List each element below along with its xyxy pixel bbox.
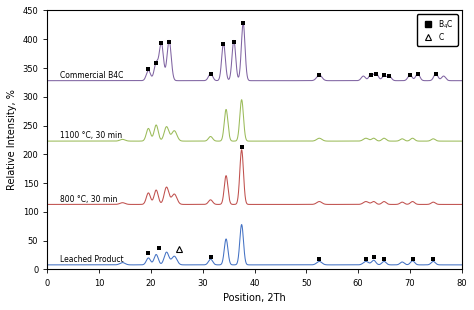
- Y-axis label: Relative Intensity, %: Relative Intensity, %: [7, 90, 17, 190]
- Text: Commercial B4C: Commercial B4C: [60, 71, 124, 80]
- X-axis label: Position, 2Th: Position, 2Th: [223, 293, 286, 303]
- Text: 800 °C, 30 min: 800 °C, 30 min: [60, 195, 118, 204]
- Text: Leached Product: Leached Product: [60, 255, 124, 264]
- Text: 1100 °C, 30 min: 1100 °C, 30 min: [60, 131, 122, 140]
- Legend: B$_4$C, C: B$_4$C, C: [417, 14, 458, 46]
